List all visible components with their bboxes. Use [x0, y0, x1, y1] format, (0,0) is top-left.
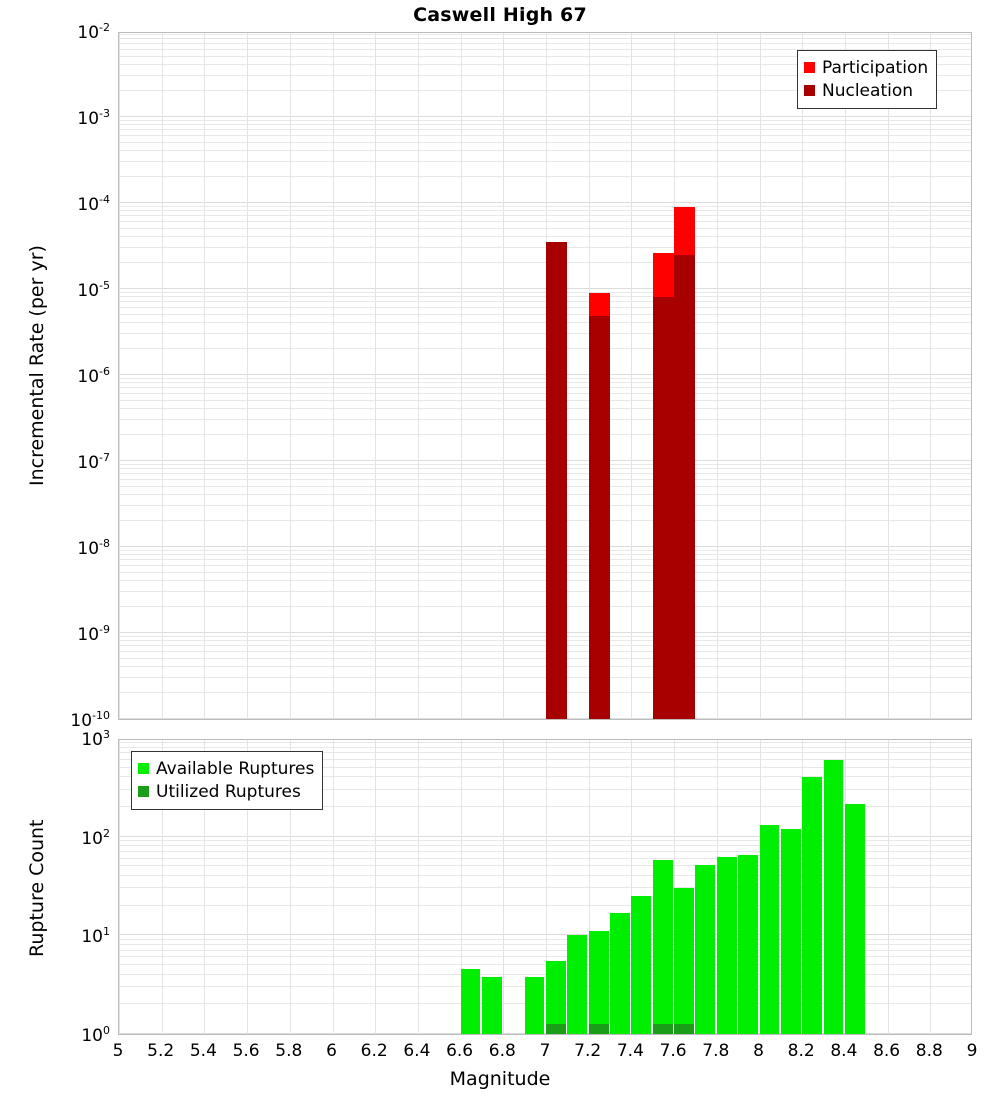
top-y-axis-label: Incremental Rate (per yr)	[26, 245, 48, 486]
nucleation-bar	[674, 254, 696, 719]
available-ruptures-bar	[652, 860, 673, 1034]
xtick-6: 6.2	[360, 1041, 388, 1061]
nucleation-bar	[546, 242, 568, 719]
xtick-5: 6	[326, 1041, 337, 1061]
available-ruptures-bar	[802, 777, 823, 1034]
top-legend-item-0[interactable]: Participation	[804, 56, 928, 79]
top-ytick-8: 10-10	[70, 709, 110, 731]
x-axis-label: Magnitude	[449, 1068, 551, 1090]
top-ytick-6: 10-8	[77, 537, 110, 559]
xtick-3: 5.6	[232, 1041, 260, 1061]
available-ruptures-bar	[759, 825, 780, 1034]
bottom-gridlines	[119, 740, 971, 1034]
top-ytick-2: 10-4	[77, 193, 110, 215]
available-ruptures-bar	[695, 864, 716, 1034]
available-ruptures-bar	[738, 855, 758, 1034]
xtick-19: 8.8	[915, 1041, 943, 1061]
legend-label: Nucleation	[822, 80, 914, 101]
bottom-legend: Available Ruptures Utilized Ruptures	[131, 751, 324, 810]
available-ruptures-bar	[844, 803, 865, 1034]
xtick-20: 9	[966, 1041, 978, 1061]
available-ruptures-bar	[823, 759, 844, 1034]
top-ytick-5: 10-7	[77, 451, 110, 473]
xtick-14: 7.8	[702, 1041, 730, 1061]
xtick-1: 5.2	[147, 1041, 175, 1061]
available-ruptures-bar	[716, 857, 737, 1034]
legend-swatch-icon	[804, 85, 815, 96]
top-legend-item-1[interactable]: Nucleation	[804, 79, 928, 102]
top-ytick-0: 10-2	[77, 21, 110, 43]
top-ytick-4: 10-6	[77, 365, 110, 387]
available-ruptures-bar	[460, 968, 481, 1034]
xtick-12: 7.4	[616, 1041, 644, 1061]
bottom-legend-item-1[interactable]: Utilized Ruptures	[138, 780, 314, 803]
available-ruptures-bar	[674, 888, 694, 1034]
xtick-17: 8.4	[830, 1041, 858, 1061]
legend-swatch-icon	[138, 786, 149, 797]
bottom-ytick-2: 101	[81, 925, 110, 948]
bottom-ytick-3: 100	[81, 1024, 110, 1046]
utilized-ruptures-bar	[546, 1024, 566, 1034]
bottom-y-axis-label: Rupture Count	[26, 819, 48, 958]
bottom-legend-item-0[interactable]: Available Ruptures	[138, 757, 314, 780]
xtick-18: 8.6	[873, 1041, 901, 1061]
xtick-2: 5.4	[189, 1041, 217, 1061]
available-ruptures-bar	[610, 912, 630, 1034]
xtick-8: 6.6	[446, 1041, 474, 1061]
xtick-13: 7.6	[659, 1041, 687, 1061]
utilized-ruptures-bar	[674, 1024, 694, 1034]
xtick-15: 8	[753, 1041, 764, 1061]
nucleation-bar	[652, 297, 675, 719]
bottom-bars	[119, 740, 971, 1034]
legend-label: Available Ruptures	[156, 758, 315, 779]
xtick-7: 6.4	[403, 1041, 431, 1061]
xtick-0: 5	[112, 1041, 124, 1061]
legend-label: Participation	[822, 57, 929, 78]
top-ytick-1: 10-3	[77, 107, 110, 129]
available-ruptures-bar	[588, 931, 609, 1034]
xtick-11: 7.2	[574, 1041, 602, 1061]
bottom-ytick-1: 102	[81, 826, 110, 849]
xtick-9: 6.8	[488, 1041, 516, 1061]
incremental-rate-plot	[118, 32, 972, 720]
xtick-4: 5.8	[275, 1041, 303, 1061]
utilized-ruptures-bar	[652, 1024, 673, 1034]
top-bars	[119, 33, 971, 719]
utilized-ruptures-bar	[588, 1024, 609, 1034]
available-ruptures-bar	[631, 896, 652, 1034]
available-ruptures-bar	[780, 828, 801, 1034]
top-ytick-3: 10-5	[77, 279, 110, 301]
available-ruptures-bar	[567, 935, 588, 1034]
top-legend: Participation Nucleation	[797, 50, 938, 109]
legend-swatch-icon	[804, 62, 815, 73]
figure-title: Caswell High 67	[413, 4, 587, 26]
xtick-16: 8.2	[787, 1041, 815, 1061]
available-ruptures-bar	[524, 976, 545, 1034]
top-ytick-7: 10-9	[77, 623, 110, 645]
bottom-ytick-0: 103	[81, 728, 110, 750]
legend-label: Utilized Ruptures	[156, 781, 301, 802]
legend-swatch-icon	[138, 763, 149, 774]
available-ruptures-bar	[481, 976, 502, 1034]
available-ruptures-bar	[546, 960, 566, 1034]
xtick-10: 7	[539, 1041, 551, 1061]
nucleation-bar	[588, 316, 611, 719]
top-gridlines	[119, 33, 971, 719]
